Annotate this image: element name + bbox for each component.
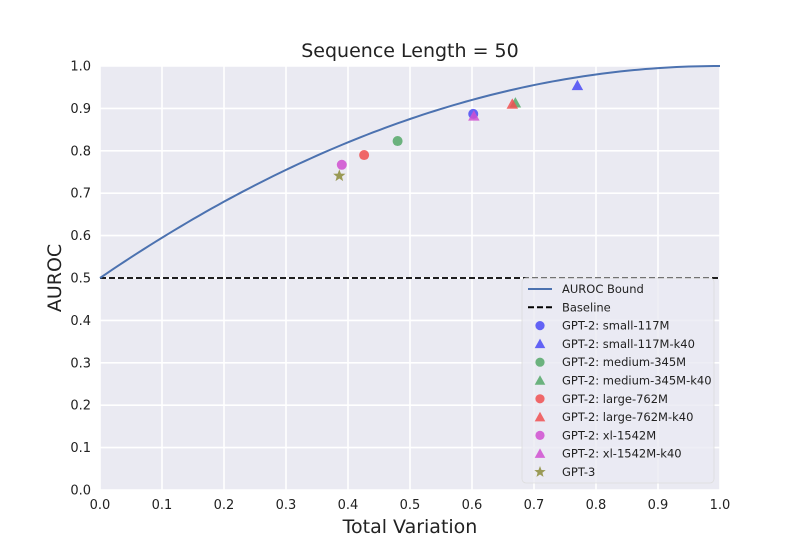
x-tick-label: 0.1 (152, 498, 173, 513)
data-point (359, 150, 370, 161)
x-tick-label: 0.9 (648, 498, 669, 513)
legend-marker (535, 357, 545, 367)
x-tick-label: 0.0 (90, 498, 111, 513)
legend-marker (534, 448, 546, 458)
y-tick-label: 1.0 (70, 60, 91, 75)
legend-marker (535, 321, 545, 331)
legend-marker (535, 430, 545, 440)
legend: AUROC Bound Baseline GPT-2: small-117M GPT-… (521, 277, 715, 484)
x-tick-label: 0.6 (462, 498, 483, 513)
chart-title: Sequence Length = 50 (301, 40, 518, 62)
legend-label: GPT-2: large-762M (562, 392, 668, 406)
y-tick-label: 0.1 (70, 441, 91, 456)
x-tick-label: 1.0 (710, 498, 731, 513)
y-ticks: 0.0 0.1 0.2 0.3 0.4 0.5 0.6 0.7 0.8 0.9 1.0 (70, 60, 91, 499)
y-tick-label: 0.4 (70, 314, 91, 329)
data-point (506, 98, 519, 109)
legend-label: AUROC Bound (562, 282, 644, 296)
x-axis-label: Total Variation (342, 516, 478, 538)
legend-label: GPT-2: small-117M-k40 (562, 337, 695, 351)
legend-label: GPT-2: xl-1542M-k40 (562, 447, 682, 461)
x-tick-label: 0.2 (214, 498, 235, 513)
legend-marker (535, 394, 545, 404)
y-tick-label: 0.3 (70, 356, 91, 371)
legend-label: GPT-3 (562, 465, 595, 479)
y-tick-label: 0.9 (70, 102, 91, 117)
legend-label: GPT-2: xl-1542M (562, 428, 656, 442)
y-axis-label: AUROC (44, 244, 66, 312)
legend-label: GPT-2: medium-345M (562, 355, 686, 369)
y-tick-label: 0.6 (70, 229, 91, 244)
data-point (468, 110, 480, 121)
legend-label: Baseline (562, 300, 611, 314)
auroc-bound-line (99, 65, 721, 279)
y-tick-label: 0.7 (70, 187, 91, 202)
legend-label: GPT-2: medium-345M-k40 (562, 374, 712, 388)
legend-label: GPT-2: small-117M (562, 319, 669, 333)
data-point (392, 136, 403, 147)
data-point (571, 79, 584, 91)
x-tick-label: 0.8 (586, 498, 607, 513)
legend-marker (534, 338, 546, 349)
y-tick-label: 0.8 (70, 144, 91, 159)
legend-marker (534, 375, 546, 385)
legend-label: GPT-2: large-762M-k40 (562, 410, 693, 424)
legend-box (521, 277, 715, 484)
legend-marker (534, 411, 546, 422)
x-tick-label: 0.3 (276, 498, 297, 513)
x-tick-label: 0.5 (400, 498, 421, 513)
y-tick-label: 0.2 (70, 399, 91, 414)
x-tick-label: 0.7 (524, 498, 545, 513)
markers (333, 79, 584, 182)
data-point (333, 169, 346, 182)
x-ticks: 0.0 0.1 0.2 0.3 0.4 0.5 0.6 0.7 0.8 0.9 1.0 (90, 498, 731, 513)
y-tick-label: 0.5 (70, 272, 91, 287)
legend-marker (534, 466, 546, 477)
y-tick-label: 0.0 (70, 484, 91, 499)
x-tick-label: 0.4 (338, 498, 359, 513)
data-point (336, 159, 347, 170)
